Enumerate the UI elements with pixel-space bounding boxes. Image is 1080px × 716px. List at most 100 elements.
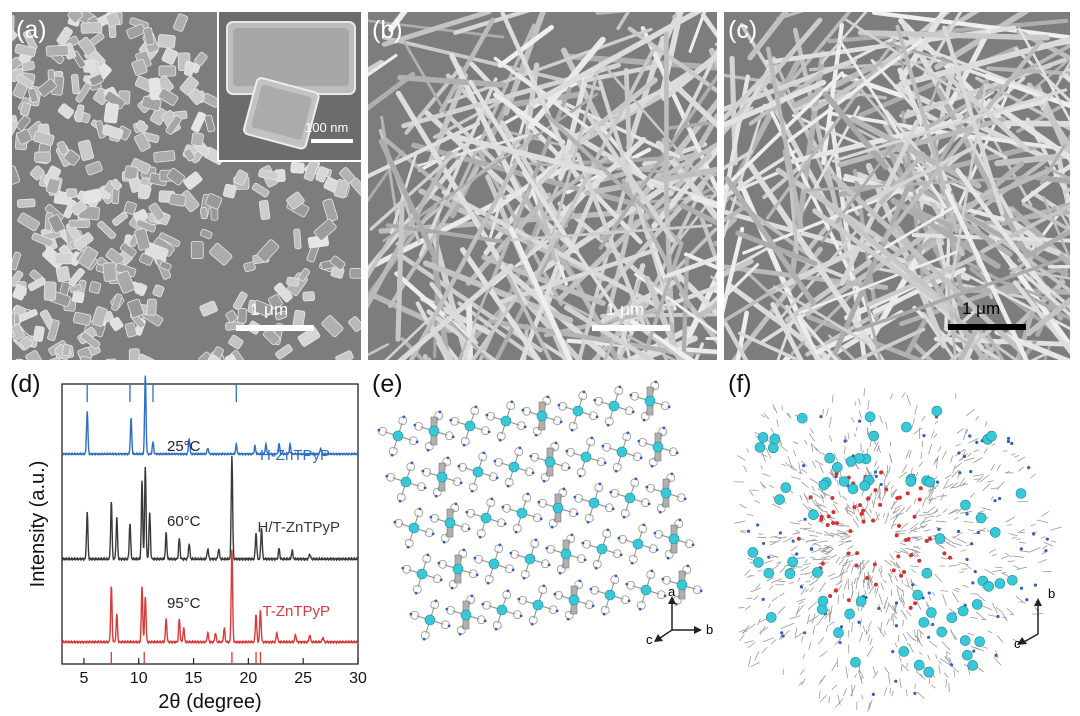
bond xyxy=(771,596,779,602)
porphyrin-unit xyxy=(517,584,559,626)
nanocrystal xyxy=(88,281,102,294)
bond xyxy=(929,498,933,503)
bond xyxy=(861,490,864,497)
zinc-atom xyxy=(901,421,912,433)
nanorod xyxy=(426,309,498,360)
bond xyxy=(802,563,812,566)
bond xyxy=(759,626,769,634)
bond xyxy=(911,536,922,538)
porphyrin-unit xyxy=(609,477,651,519)
bond xyxy=(809,586,815,593)
bond xyxy=(962,584,969,588)
zinc-atom xyxy=(624,492,636,504)
nitrogen-atom xyxy=(756,523,760,527)
nanocrystal xyxy=(12,56,22,75)
nanorod xyxy=(1017,27,1070,123)
oxygen-atom xyxy=(828,593,833,598)
bond xyxy=(865,502,869,511)
bond xyxy=(1002,616,1008,619)
nanorod xyxy=(496,246,661,306)
zinc-atom xyxy=(986,430,997,442)
bond xyxy=(896,587,901,600)
nitrogen-atom xyxy=(1045,537,1049,541)
bond xyxy=(944,655,952,666)
bond xyxy=(925,601,930,607)
nanocrystal xyxy=(111,293,123,312)
nanocrystal xyxy=(65,188,78,198)
bond xyxy=(807,601,818,610)
nanorod xyxy=(895,225,987,360)
nanocrystal xyxy=(102,262,117,282)
zinc-atom xyxy=(833,627,844,639)
bond xyxy=(867,621,872,629)
nanocrystal xyxy=(62,343,71,357)
bond xyxy=(818,690,821,699)
bond xyxy=(1019,550,1030,553)
porphyrin-unit xyxy=(421,456,463,498)
bond xyxy=(840,536,851,541)
bond xyxy=(791,476,801,480)
nanocrystal xyxy=(349,267,361,279)
scale-bar-c-label: 1 μm xyxy=(962,299,1001,318)
bond xyxy=(799,669,805,676)
nanocrystal xyxy=(128,348,140,360)
bond xyxy=(862,625,866,632)
nanocrystal xyxy=(83,59,96,73)
nanocrystal xyxy=(339,167,356,184)
porphyrin-unit xyxy=(573,482,615,524)
nanocrystal xyxy=(14,358,24,360)
nanorod xyxy=(598,80,651,241)
bond xyxy=(982,605,992,611)
nanorod xyxy=(640,327,686,360)
bond xyxy=(892,615,895,626)
bond xyxy=(976,593,986,602)
bond xyxy=(838,490,842,498)
nanorod xyxy=(1017,229,1070,263)
bond xyxy=(770,578,782,584)
bond xyxy=(902,589,905,597)
zinc-atom xyxy=(812,567,823,578)
bond xyxy=(1012,638,1020,643)
bond xyxy=(869,508,873,513)
oxygen-atom xyxy=(834,471,839,476)
bond xyxy=(805,588,810,593)
nanorod xyxy=(747,162,885,360)
bond xyxy=(982,483,991,491)
nitrogen-atom xyxy=(858,419,862,423)
oxygen-atom xyxy=(917,558,922,563)
bond xyxy=(838,570,848,577)
bond xyxy=(768,585,774,591)
bond xyxy=(877,626,885,638)
nitrogen-atom xyxy=(965,512,969,516)
bond xyxy=(996,635,1004,643)
nanorod xyxy=(1035,254,1070,337)
oxygen-atom xyxy=(854,563,859,568)
inset-scale-bar xyxy=(311,139,353,143)
bond xyxy=(1030,473,1036,479)
nanocrystal xyxy=(43,281,57,301)
bond xyxy=(936,495,948,497)
nanocrystal xyxy=(21,60,35,72)
nanorod xyxy=(661,51,717,102)
bond xyxy=(845,539,852,543)
nanocrystal xyxy=(17,212,40,232)
xrd-chart-panel: 5 10 15 20 25 30 2θ (degree) Intensity (a.u.) 25… xyxy=(0,366,368,716)
bond xyxy=(836,533,844,539)
bond xyxy=(945,679,948,688)
bond xyxy=(865,629,868,635)
bond xyxy=(776,419,779,428)
oxygen-atom xyxy=(873,582,878,587)
oxygen-atom xyxy=(865,575,870,580)
porphyrin-unit xyxy=(653,518,695,560)
zinc-atom xyxy=(859,480,871,492)
bond xyxy=(923,529,931,532)
oxygen-atom xyxy=(918,486,923,491)
nanocrystal xyxy=(168,193,187,207)
bond xyxy=(1051,540,1057,543)
nanorod xyxy=(822,91,889,170)
zinc-atom xyxy=(912,589,924,601)
nanorod xyxy=(765,37,898,220)
porphyrin-unit xyxy=(445,594,487,636)
nanocrystal xyxy=(15,115,31,131)
bond xyxy=(744,605,751,611)
